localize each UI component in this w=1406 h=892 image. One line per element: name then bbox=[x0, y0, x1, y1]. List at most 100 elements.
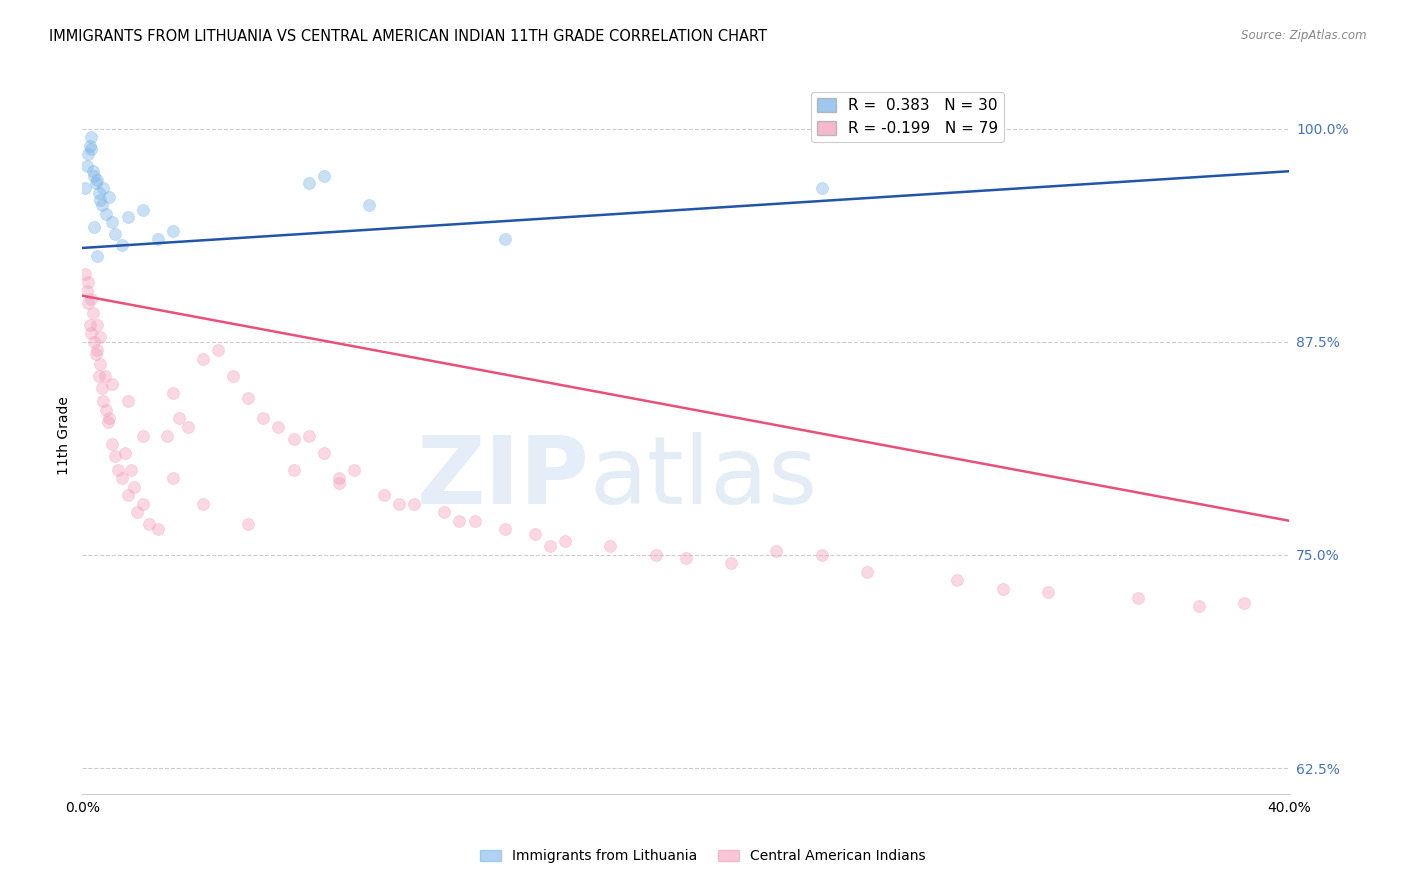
Point bbox=[131, 203, 153, 218]
Point bbox=[1036, 585, 1059, 599]
Point bbox=[75, 267, 97, 281]
Point bbox=[89, 357, 111, 371]
Point bbox=[283, 462, 305, 476]
Point bbox=[86, 250, 108, 264]
Point bbox=[77, 147, 100, 161]
Point bbox=[101, 437, 124, 451]
Point bbox=[297, 176, 319, 190]
Point bbox=[599, 540, 621, 554]
Point bbox=[138, 517, 160, 532]
Point bbox=[97, 415, 120, 429]
Point bbox=[238, 517, 260, 532]
Point bbox=[89, 193, 111, 207]
Point bbox=[93, 394, 115, 409]
Point bbox=[297, 428, 319, 442]
Point bbox=[86, 173, 108, 187]
Text: IMMIGRANTS FROM LITHUANIA VS CENTRAL AMERICAN INDIAN 11TH GRADE CORRELATION CHAR: IMMIGRANTS FROM LITHUANIA VS CENTRAL AME… bbox=[49, 29, 768, 44]
Point bbox=[991, 582, 1014, 596]
Point bbox=[131, 497, 153, 511]
Point bbox=[191, 351, 214, 366]
Point bbox=[765, 544, 787, 558]
Point bbox=[96, 207, 118, 221]
Point bbox=[107, 462, 129, 476]
Point bbox=[90, 198, 112, 212]
Text: ZIP: ZIP bbox=[416, 433, 589, 524]
Point bbox=[84, 176, 107, 190]
Point bbox=[93, 181, 115, 195]
Point bbox=[1128, 591, 1150, 605]
Point bbox=[810, 548, 832, 562]
Point bbox=[312, 169, 335, 184]
Point bbox=[162, 471, 184, 485]
Point bbox=[554, 534, 576, 549]
Point bbox=[720, 557, 742, 571]
Point bbox=[1233, 596, 1256, 610]
Point bbox=[94, 368, 117, 383]
Point bbox=[146, 232, 169, 246]
Point bbox=[494, 522, 516, 536]
Point bbox=[191, 497, 214, 511]
Point bbox=[82, 164, 104, 178]
Point bbox=[252, 411, 274, 425]
Point bbox=[167, 411, 190, 425]
Point bbox=[125, 505, 148, 519]
Point bbox=[90, 381, 112, 395]
Point bbox=[86, 343, 108, 358]
Y-axis label: 11th Grade: 11th Grade bbox=[58, 396, 72, 475]
Point bbox=[538, 540, 561, 554]
Point bbox=[675, 551, 697, 566]
Point bbox=[117, 211, 139, 225]
Point bbox=[343, 462, 366, 476]
Point bbox=[433, 505, 456, 519]
Point bbox=[177, 420, 200, 434]
Point bbox=[120, 462, 142, 476]
Point bbox=[83, 169, 105, 184]
Point bbox=[101, 215, 124, 229]
Point bbox=[267, 420, 290, 434]
Point bbox=[79, 318, 101, 332]
Point bbox=[946, 574, 969, 588]
Point bbox=[856, 565, 879, 579]
Point bbox=[79, 138, 101, 153]
Point bbox=[1188, 599, 1211, 613]
Point bbox=[86, 318, 108, 332]
Point bbox=[104, 449, 127, 463]
Point bbox=[83, 220, 105, 235]
Point bbox=[80, 292, 103, 306]
Point bbox=[464, 514, 486, 528]
Point bbox=[98, 190, 121, 204]
Point bbox=[312, 445, 335, 459]
Point bbox=[76, 159, 98, 173]
Point bbox=[494, 232, 516, 246]
Point bbox=[87, 186, 110, 201]
Point bbox=[110, 237, 132, 252]
Point bbox=[523, 527, 546, 541]
Point bbox=[117, 488, 139, 502]
Point bbox=[89, 329, 111, 343]
Point bbox=[146, 522, 169, 536]
Point bbox=[84, 347, 107, 361]
Point bbox=[283, 432, 305, 446]
Point bbox=[77, 295, 100, 310]
Point bbox=[80, 142, 103, 156]
Point bbox=[101, 377, 124, 392]
Point bbox=[810, 181, 832, 195]
Point bbox=[644, 548, 666, 562]
Point bbox=[238, 391, 260, 405]
Point bbox=[373, 488, 395, 502]
Point bbox=[117, 394, 139, 409]
Point bbox=[110, 471, 132, 485]
Point bbox=[76, 284, 98, 298]
Point bbox=[162, 385, 184, 400]
Text: atlas: atlas bbox=[589, 433, 817, 524]
Point bbox=[75, 181, 97, 195]
Point bbox=[222, 368, 245, 383]
Point bbox=[98, 411, 121, 425]
Legend: R =  0.383   N = 30, R = -0.199   N = 79: R = 0.383 N = 30, R = -0.199 N = 79 bbox=[811, 92, 1004, 142]
Point bbox=[96, 403, 118, 417]
Legend: Immigrants from Lithuania, Central American Indians: Immigrants from Lithuania, Central Ameri… bbox=[475, 844, 931, 869]
Point bbox=[156, 428, 179, 442]
Point bbox=[388, 497, 411, 511]
Point bbox=[80, 326, 103, 341]
Point bbox=[122, 480, 145, 494]
